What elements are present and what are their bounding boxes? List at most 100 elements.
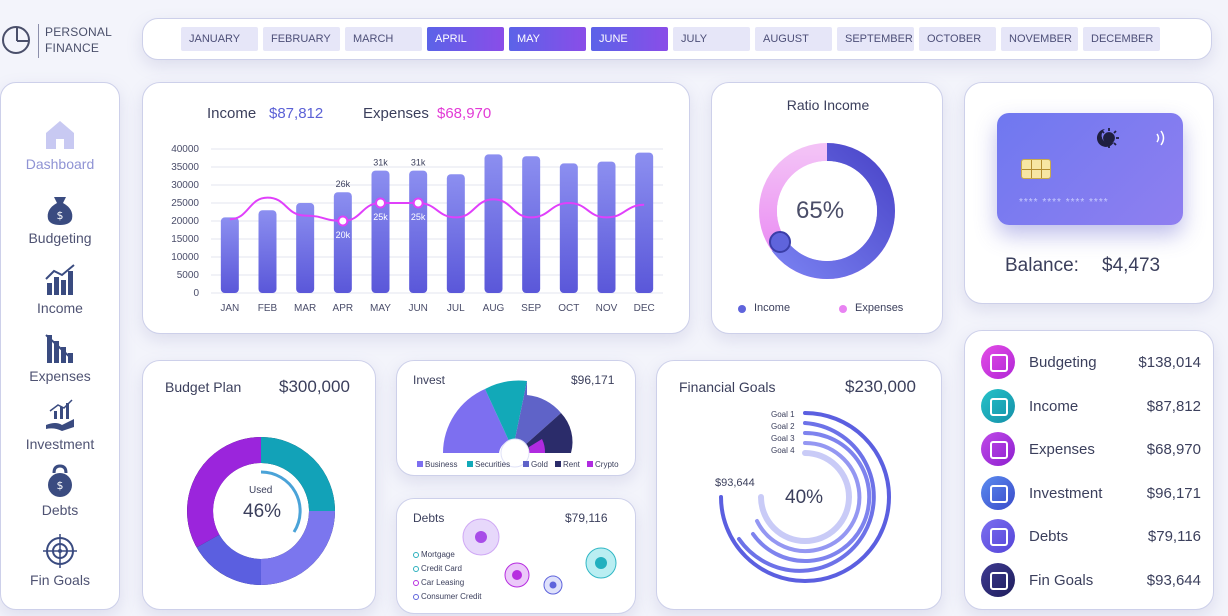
income-chart-icon <box>45 264 75 295</box>
budget-title: Budget Plan <box>165 379 242 395</box>
legend-rent-swatch <box>555 461 561 467</box>
budget-value: $300,000 <box>279 377 350 396</box>
moon-icon <box>1096 129 1114 147</box>
goal-ring-1 <box>719 411 891 583</box>
expenses-value: $68,970 <box>437 105 492 122</box>
legend-expenses: Expenses <box>855 302 904 314</box>
card-number: **** **** **** **** <box>1019 197 1109 208</box>
month-september[interactable]: SEPTEMBER <box>837 27 914 51</box>
chip-icon <box>1021 159 1051 179</box>
summary-row-expenses[interactable]: Expenses $68,970 <box>981 430 1201 468</box>
investment-icon <box>981 475 1015 510</box>
bar-sep <box>522 156 541 293</box>
x-tick-label: JAN <box>220 303 239 314</box>
bar-may <box>371 170 390 293</box>
summary-value: $87,812 <box>1146 397 1201 415</box>
bar-mar <box>296 203 315 293</box>
x-tick-label: JUN <box>408 303 427 314</box>
legend-gold: Gold <box>531 460 548 469</box>
line-point-may <box>375 197 386 209</box>
line-data-label: 25k <box>411 212 426 222</box>
debts-bubble-chart <box>413 518 617 600</box>
month-june[interactable]: JUNE <box>591 27 668 51</box>
nav-income[interactable]: Income <box>1 261 119 316</box>
summary-row-fin-goals[interactable]: Fin Goals $93,644 <box>981 561 1201 599</box>
brand-logo: PERSONAL FINANCE <box>0 18 120 62</box>
financial-goals-card: Financial Goals $230,000 Goal 1 Goal 2 G… <box>656 360 942 610</box>
budget-segment-blue <box>196 534 262 585</box>
budgeting-icon <box>981 345 1015 379</box>
nav-dashboard[interactable]: Dashboard <box>1 117 119 172</box>
summary-name: Fin Goals <box>1029 572 1094 589</box>
legend-mortgage: Mortgage <box>421 550 455 559</box>
month-december[interactable]: DECEMBER <box>1083 27 1160 51</box>
goal-label-4: Goal 4 <box>771 446 795 455</box>
ratio-income-card: Ratio Income 65% Income Expenses <box>711 82 943 334</box>
bar-jun <box>409 170 428 293</box>
legend-business: Business <box>425 460 458 469</box>
invest-gold <box>515 381 561 445</box>
month-january[interactable]: JANUARY <box>181 27 258 51</box>
month-march[interactable]: MARCH <box>345 27 422 51</box>
goals-side-value: $93,644 <box>715 477 755 489</box>
legend-credit-card-dot <box>413 566 419 572</box>
summary-name: Income <box>1029 397 1079 415</box>
target-icon <box>43 534 77 568</box>
month-august[interactable]: AUGUST <box>755 27 832 51</box>
month-february[interactable]: FEBRUARY <box>263 27 340 51</box>
nav-label: Budgeting <box>28 230 92 246</box>
debts-card: Debts $79,116 Mortgage Credit Card Car L… <box>396 498 636 614</box>
bar-jul <box>446 174 465 293</box>
x-tick-label: APR <box>333 303 354 314</box>
nav-label: Expenses <box>29 368 91 384</box>
y-tick-label: 0 <box>193 288 199 299</box>
nav-label: Fin Goals <box>30 572 90 588</box>
expenses-label: Expenses <box>363 105 429 122</box>
y-tick-label: 10000 <box>171 252 199 263</box>
income-icon <box>981 388 1015 423</box>
ratio-percent: 65% <box>796 197 845 224</box>
brand-line1: PERSONAL <box>45 25 112 39</box>
summary-row-investment[interactable]: Investment $96,171 <box>981 474 1201 512</box>
goal-label-1: Goal 1 <box>771 410 795 419</box>
invest-value: $96,171 <box>571 373 615 387</box>
income-label: Income <box>207 105 257 122</box>
line-data-label: 25k <box>373 212 388 222</box>
month-april[interactable]: APRIL <box>427 27 504 51</box>
debts-icon <box>981 519 1015 554</box>
summary-row-income[interactable]: Income $87,812 <box>981 387 1201 425</box>
nav-debts[interactable]: $ Debts <box>1 463 119 518</box>
summary-name: Budgeting <box>1029 354 1097 371</box>
month-july[interactable]: JULY <box>673 27 750 51</box>
bar-data-label: 26k <box>336 179 351 189</box>
bar-jan <box>220 217 239 293</box>
budget-used-label: Used <box>249 485 273 496</box>
nav-expenses[interactable]: Expenses <box>1 329 119 384</box>
nav-investment[interactable]: Investment <box>1 397 119 452</box>
summary-row-budgeting[interactable]: Budgeting $138,014 <box>981 343 1201 381</box>
nav-fin-goals[interactable]: Fin Goals <box>1 533 119 588</box>
month-october[interactable]: OCTOBER <box>919 27 996 51</box>
y-tick-label: 5000 <box>177 270 200 281</box>
legend-expenses-dot <box>839 305 847 313</box>
invest-crypto <box>529 439 546 453</box>
brand-line2: FINANCE <box>45 41 100 55</box>
x-tick-label: SEP <box>521 303 541 314</box>
summary-row-debts[interactable]: Debts $79,116 <box>981 517 1201 555</box>
month-may[interactable]: MAY <box>509 27 586 51</box>
legend-crypto-swatch <box>587 461 593 467</box>
x-tick-label: MAY <box>370 303 391 314</box>
fin-goals-icon <box>981 563 1015 597</box>
goal-ring-3 <box>751 430 872 563</box>
legend-income: Income <box>754 302 791 314</box>
summary-value: $68,970 <box>1146 441 1201 459</box>
goal-labels: Goal 1 Goal 2 Goal 3 Goal 4 <box>771 409 795 457</box>
svg-text:$: $ <box>57 479 64 492</box>
summary-name: Investment <box>1029 484 1103 502</box>
month-november[interactable]: NOVEMBER <box>1001 27 1078 51</box>
goals-value: $230,000 <box>845 377 916 396</box>
goals-center-value: 40% <box>785 487 824 508</box>
y-tick-label: 40000 <box>171 144 199 155</box>
nav-budgeting[interactable]: $ Budgeting <box>1 191 119 246</box>
bar-oct <box>559 163 578 293</box>
